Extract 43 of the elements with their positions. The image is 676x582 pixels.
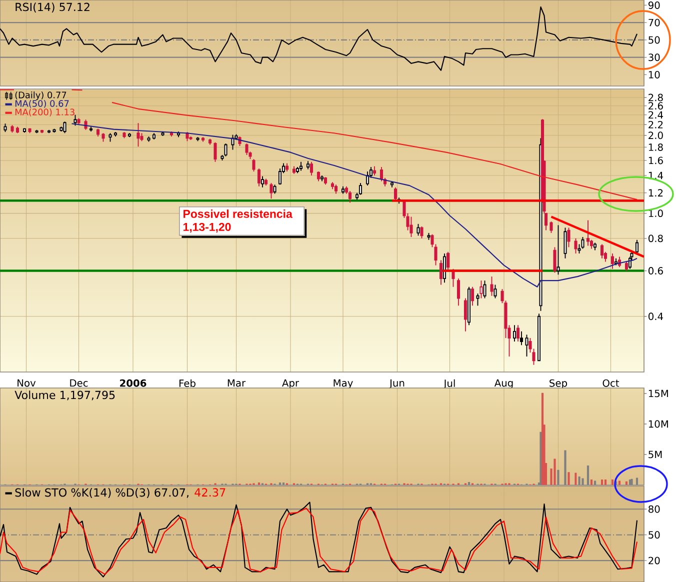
legend-label: Slow STO %K(14) %D(3) 67.07, xyxy=(15,488,188,498)
y-tick-label: 50 xyxy=(648,531,660,539)
x-tick-label: Sep xyxy=(550,379,568,389)
y-tick-label: 50 xyxy=(648,36,660,44)
y-tick-label: 10 xyxy=(648,70,660,78)
x-tick-label: Jun xyxy=(389,379,404,389)
chart-title: RSI(14) 57.12 xyxy=(16,2,90,12)
x-tick-label: Jul xyxy=(443,379,455,389)
y-tick-label: 30 xyxy=(648,54,660,62)
x-tick-label: Oct xyxy=(602,379,620,387)
y-tick-label: 15M xyxy=(648,390,668,398)
x-tick-label: 2006 xyxy=(120,379,146,387)
x-tick-label: Feb xyxy=(179,379,196,387)
y-tick-label: 1.6 xyxy=(648,156,663,164)
chart-title: Volume 1,197,795 xyxy=(14,390,115,400)
y-tick-label: 2.0 xyxy=(648,132,663,140)
y-tick-label: 1.2 xyxy=(648,189,663,196)
x-tick-label: Aug xyxy=(494,379,513,389)
x-tick-label: May xyxy=(334,379,353,389)
x-tick-label: Apr xyxy=(282,379,300,389)
y-tick-label: 2.2 xyxy=(648,120,663,128)
y-tick-label: 5M xyxy=(648,450,662,458)
y-tick-label: 80 xyxy=(648,505,660,513)
y-tick-label: 2.6 xyxy=(648,102,663,110)
y-tick-label: 70 xyxy=(648,18,660,26)
y-tick-label: 0.4 xyxy=(648,312,664,320)
y-tick-label: 2.4 xyxy=(648,111,664,119)
y-tick-label: 1.8 xyxy=(648,143,663,151)
y-tick-label: 2.8 xyxy=(648,94,663,102)
y-tick-label: 1.0 xyxy=(648,210,663,218)
legend-label: (Daily) 0.77 xyxy=(15,91,66,100)
x-tick-label: Mar xyxy=(228,379,246,387)
series-label: 42.37 xyxy=(194,488,226,497)
legend-label: MA(50) 0.67 xyxy=(15,100,69,108)
y-tick-label: 90 xyxy=(648,1,660,9)
legend-label: MA(200) 1.13 xyxy=(15,108,74,116)
y-tick-label: 10M xyxy=(648,420,668,428)
y-tick-label: 0.8 xyxy=(648,234,663,242)
x-tick-label: Dec xyxy=(70,379,88,387)
y-tick-label: 0.6 xyxy=(648,267,663,275)
y-tick-label: 20 xyxy=(648,556,660,564)
x-tick-label: Nov xyxy=(18,379,36,387)
annotation: Possivel resistencia 1,13-1,20 xyxy=(184,210,292,233)
